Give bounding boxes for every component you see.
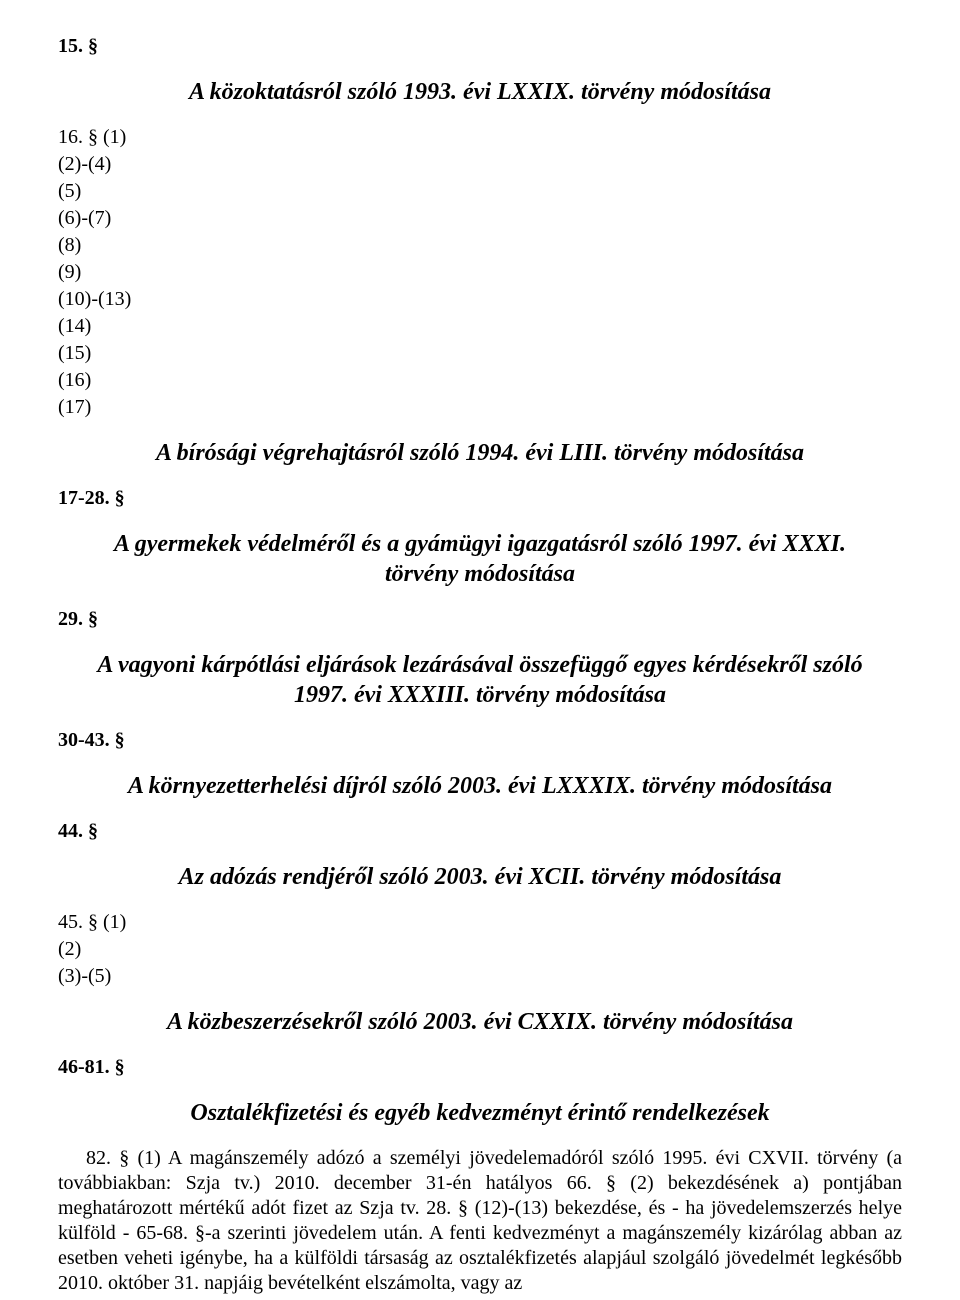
- line-16-1: 16. § (1): [58, 125, 902, 150]
- line-10-13: (10)-(13): [58, 287, 902, 312]
- section-29: 29. §: [58, 607, 902, 632]
- section-17-28: 17-28. §: [58, 486, 902, 511]
- heading-vagyoni-line2: 1997. évi XXXIII. törvény módosítása: [58, 680, 902, 710]
- section-15: 15. §: [58, 34, 902, 59]
- heading-kozbeszerzesek: A közbeszerzésekről szóló 2003. évi CXXI…: [58, 1007, 902, 1037]
- line-16: (16): [58, 368, 902, 393]
- heading-birosagi: A bírósági végrehajtásról szóló 1994. év…: [58, 438, 902, 468]
- heading-kornyezetterhelesi: A környezetterhelési díjról szóló 2003. …: [58, 771, 902, 801]
- paragraph-82-text: 82. § (1) A magánszemély adózó a személy…: [58, 1147, 902, 1294]
- line-9: (9): [58, 260, 902, 285]
- heading-osztalekfizetesi: Osztalékfizetési és egyéb kedvezményt ér…: [58, 1098, 902, 1128]
- heading-gyermekek-line1: A gyermekek védelméről és a gyámügyi iga…: [58, 529, 902, 559]
- line-6-7: (6)-(7): [58, 206, 902, 231]
- line-3-5: (3)-(5): [58, 964, 902, 989]
- section-44: 44. §: [58, 819, 902, 844]
- line-15: (15): [58, 341, 902, 366]
- line-8: (8): [58, 233, 902, 258]
- heading-vagyoni-line1: A vagyoni kárpótlási eljárások lezárásáv…: [58, 650, 902, 680]
- line-45-1: 45. § (1): [58, 910, 902, 935]
- line-5: (5): [58, 179, 902, 204]
- heading-gyermekek-line2: törvény módosítása: [58, 559, 902, 589]
- line-2-4: (2)-(4): [58, 152, 902, 177]
- heading-adozas: Az adózás rendjéről szóló 2003. évi XCII…: [58, 862, 902, 892]
- line-14: (14): [58, 314, 902, 339]
- paragraph-82: 82. § (1) A magánszemély adózó a személy…: [58, 1146, 902, 1296]
- section-30-43: 30-43. §: [58, 728, 902, 753]
- heading-kozoktatas: A közoktatásról szóló 1993. évi LXXIX. t…: [58, 77, 902, 107]
- line-2: (2): [58, 937, 902, 962]
- line-17: (17): [58, 395, 902, 420]
- section-46-81: 46-81. §: [58, 1055, 902, 1080]
